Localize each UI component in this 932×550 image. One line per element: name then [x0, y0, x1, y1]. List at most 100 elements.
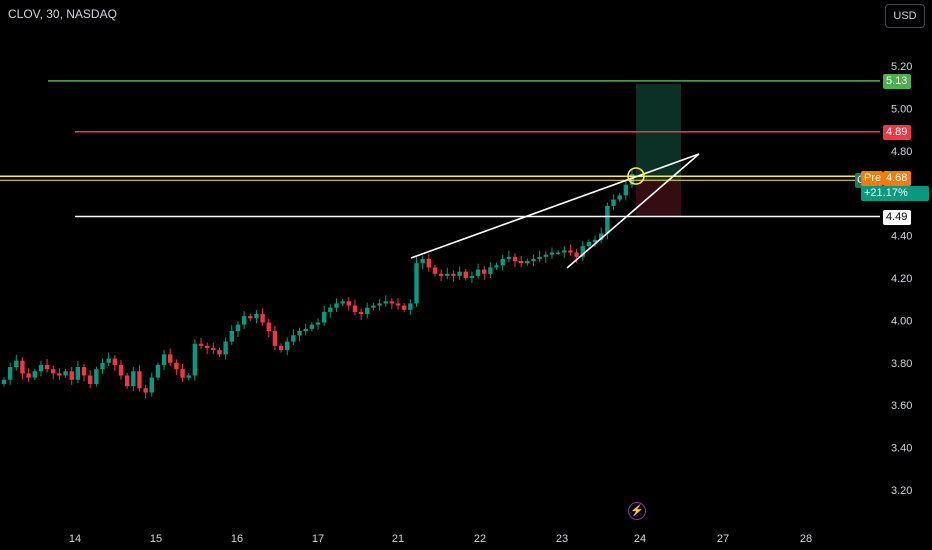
candle-body [118, 364, 124, 376]
candle-body [38, 364, 44, 372]
candle-body [568, 250, 573, 253]
pre-prefix-label: C [855, 173, 865, 188]
y-tick-label: 3.20 [891, 485, 912, 497]
level-price-label: 4.49 [883, 209, 911, 225]
x-tick-label: 28 [800, 533, 812, 545]
candle-body [180, 369, 185, 378]
candle-body [241, 316, 247, 325]
candle-body [500, 258, 505, 266]
candle-body [611, 199, 616, 206]
level-price-label: 5.13 [883, 73, 911, 89]
candle-body [426, 258, 432, 268]
trendlines[interactable] [410, 153, 700, 269]
candle-body [432, 267, 438, 274]
candle-body [543, 254, 549, 257]
candle-body [494, 265, 499, 268]
x-tick-label: 27 [717, 533, 729, 545]
candle-body [26, 373, 31, 378]
candle-body [457, 271, 462, 276]
candle-body [321, 311, 327, 323]
candle-body [401, 305, 407, 310]
y-tick-label: 5.20 [891, 61, 912, 73]
candle-body [100, 362, 105, 370]
candle-body [377, 303, 382, 306]
candle-body [334, 303, 339, 308]
candle-body [291, 335, 296, 342]
y-tick-label: 3.40 [891, 443, 912, 455]
x-tick-label: 16 [231, 533, 243, 545]
pre-market-change: +21.17% [861, 186, 929, 201]
x-tick-label: 14 [69, 533, 81, 545]
candle-body [131, 371, 136, 387]
candle-body [395, 303, 401, 306]
candle-body [451, 273, 456, 276]
pre-market-price: 4.68 [883, 171, 911, 186]
candle-body [488, 267, 493, 274]
y-tick-label: 4.00 [891, 315, 912, 327]
candle-body [580, 246, 585, 257]
candle-body [420, 258, 425, 264]
candle-body [174, 362, 179, 370]
candle-body [414, 263, 419, 304]
candle-body [155, 364, 161, 378]
candle-body [285, 341, 290, 351]
candle-body [217, 350, 222, 355]
y-tick-label: 4.20 [891, 273, 912, 285]
candle-body [475, 269, 481, 276]
candle-body [266, 322, 271, 331]
candle-body [124, 375, 130, 387]
lightning-icon[interactable]: ⚡ [628, 502, 646, 520]
candle-body [137, 371, 142, 389]
candle-body [463, 271, 468, 278]
candle-body [482, 269, 487, 274]
candle-body [629, 174, 635, 185]
x-tick-label: 21 [392, 533, 404, 545]
candle-body [14, 360, 19, 368]
candle-body [408, 303, 413, 310]
position-zones [636, 84, 681, 216]
candle-body [438, 273, 444, 276]
candle-body [574, 252, 579, 257]
candles-layer [1, 168, 635, 399]
candle-body [531, 258, 536, 262]
candle-body [112, 358, 118, 365]
x-tick-label: 23 [556, 533, 568, 545]
candle-body [278, 345, 284, 351]
y-tick-label: 5.00 [891, 103, 912, 115]
candle-body [352, 305, 358, 312]
candle-body [44, 364, 50, 370]
candle-body [586, 241, 592, 247]
candle-body [192, 343, 198, 376]
candle-body [518, 261, 524, 264]
candle-body [445, 273, 450, 276]
candle-body [149, 377, 154, 393]
currency-button[interactable]: USD [885, 4, 925, 28]
loss-zone [636, 180, 681, 216]
candle-body [599, 233, 604, 240]
level-price-label: 4.89 [883, 124, 911, 140]
candle-body [20, 360, 25, 374]
candle-body [383, 301, 388, 304]
horizontal-levels[interactable] [0, 80, 880, 218]
candle-body [537, 256, 542, 259]
candle-body [592, 239, 598, 242]
candle-body [63, 371, 68, 376]
candle-body [328, 307, 333, 312]
x-tick-label: 24 [634, 533, 646, 545]
candle-body [389, 301, 395, 304]
candle-body [549, 252, 555, 255]
candle-body [562, 250, 567, 253]
candle-body [32, 371, 37, 378]
candle-body [525, 261, 530, 264]
highlight-circle [627, 167, 645, 185]
candle-body [229, 331, 235, 342]
upper-trendline [410, 153, 700, 259]
candle-body [605, 205, 610, 234]
y-axis: 5.205.004.804.604.404.204.003.803.603.40… [891, 61, 912, 497]
candle-body [57, 373, 62, 376]
candle-body [51, 369, 56, 374]
candle-body [69, 371, 74, 380]
candle-body [235, 324, 241, 331]
candle-body [186, 375, 191, 378]
